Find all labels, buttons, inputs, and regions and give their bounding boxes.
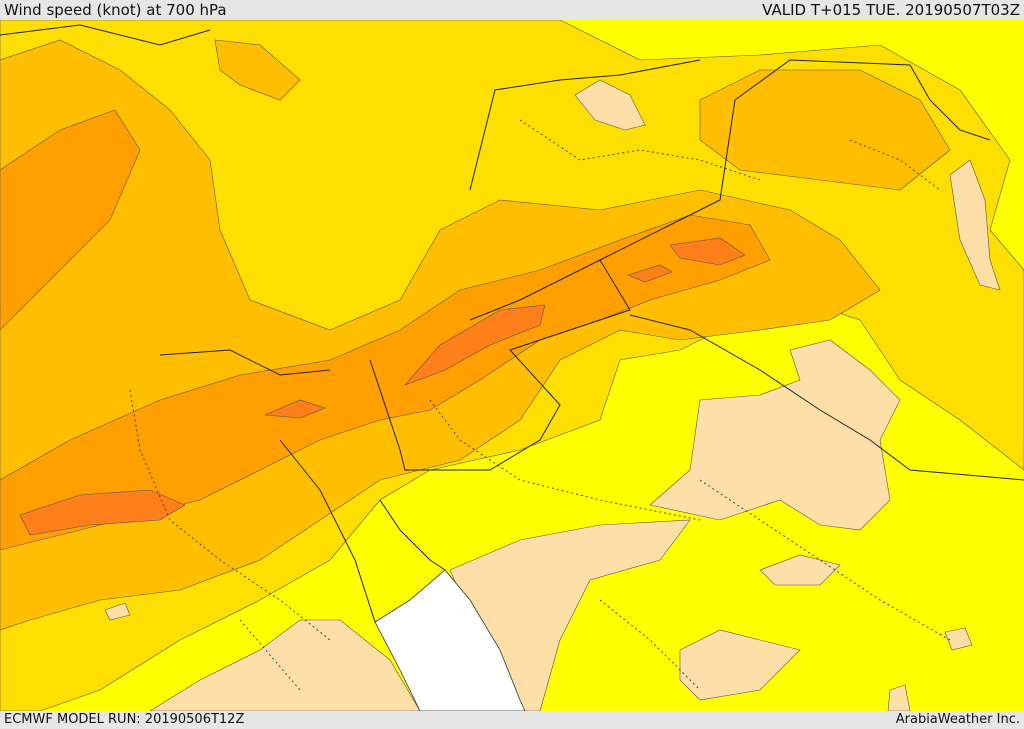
- band-25-30-e: [627, 264, 673, 283]
- national-borders: [0, 24, 1024, 623]
- valid-time: VALID T+015 TUE. 20190507T03Z: [762, 1, 1020, 19]
- band-15-20-nw: [214, 39, 301, 101]
- credit: ArabiaWeather Inc.: [895, 712, 1020, 727]
- model-run: ECMWF MODEL RUN: 20190506T12Z: [4, 712, 245, 727]
- map-title: Wind speed (knot) at 700 hPa: [4, 1, 227, 19]
- calm-small-4: [887, 684, 911, 711]
- calm-gulf: [949, 159, 1001, 291]
- band-25-30: [19, 489, 186, 536]
- band-15-20-east: [699, 69, 951, 191]
- calm-small-3: [104, 602, 131, 621]
- calm-small-2: [944, 627, 973, 651]
- footer-bar: ECMWF MODEL RUN: 20190506T12Z ArabiaWeat…: [0, 711, 1024, 729]
- calm-east: [649, 339, 901, 531]
- band-25-30-c: [404, 304, 546, 386]
- band-20-25-main: [0, 214, 771, 551]
- calm-se: [679, 629, 801, 701]
- band-20-25: [0, 109, 141, 331]
- header-bar: Wind speed (knot) at 700 hPa VALID T+015…: [0, 0, 1024, 20]
- band-25-30-b: [264, 399, 326, 419]
- map-canvas: [0, 20, 1024, 711]
- calm-small-1: [759, 554, 841, 586]
- calm-sw: [149, 619, 421, 711]
- no-data-sea: [374, 569, 526, 711]
- calm-ne: [574, 79, 646, 131]
- wind-speed-map: [0, 20, 1024, 711]
- band-25-30-d: [669, 237, 746, 266]
- province-lines: [129, 119, 951, 691]
